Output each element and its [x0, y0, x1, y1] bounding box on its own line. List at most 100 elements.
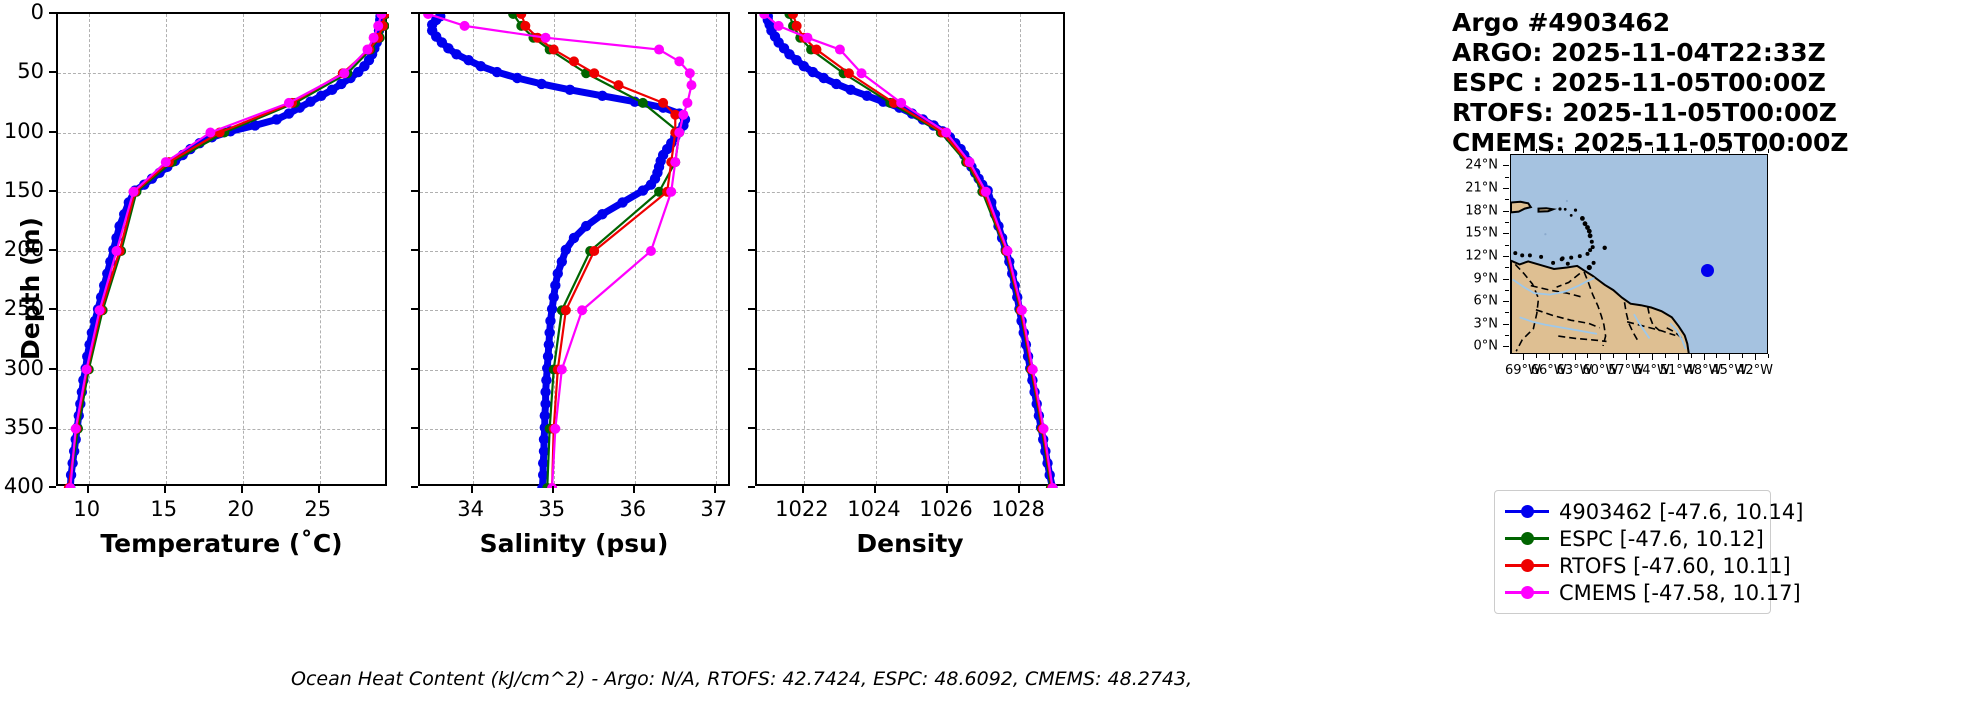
y-tick-mark [411, 249, 418, 251]
map-lon-minor-tick [1768, 354, 1769, 358]
gridline-horizontal [757, 428, 1063, 430]
series-layer [759, 14, 1058, 488]
ocean-heat-content-caption: Ocean Heat Content (kJ/cm^2) - Argo: N/A… [291, 668, 1193, 690]
gridline-vertical [875, 14, 877, 484]
legend-swatch-icon [1505, 504, 1549, 520]
legend-swatch-icon [1505, 558, 1549, 574]
map-lat-minor-tick [1505, 267, 1509, 269]
gridline-horizontal [420, 310, 728, 312]
x-tick-label: 1026 [919, 497, 973, 521]
map-lon-label: 48°W [1685, 363, 1722, 378]
map-lat-label: 0°N [1473, 338, 1499, 354]
gridline-vertical [803, 14, 805, 484]
map-lat-tick [1503, 301, 1509, 303]
timestamp-line: CMEMS: 2025-11-05T00:00Z [1452, 128, 1849, 157]
map-lon-tick [1522, 354, 1524, 360]
legend-item[interactable]: ESPC [-47.6, 10.12] [1505, 525, 1764, 552]
gridline-horizontal [420, 132, 728, 134]
map-lon-tick [1548, 354, 1550, 360]
gridline-vertical [553, 14, 555, 484]
legend-item[interactable]: RTOFS [-47.60, 10.11] [1505, 552, 1791, 579]
gridline-horizontal [757, 369, 1063, 371]
map-lon-tick-top [1626, 147, 1628, 153]
y-tick-label: 100 [3, 118, 44, 143]
gridline-horizontal [757, 191, 1063, 193]
map-lat-tick [1503, 255, 1509, 257]
gridline-horizontal [757, 73, 1063, 75]
map-lon-label: 66°W [1530, 363, 1567, 378]
y-tick-mark [411, 486, 418, 488]
y-tick-label: 250 [3, 296, 44, 321]
gridline-vertical [88, 14, 90, 484]
map-lon-tick [1626, 354, 1628, 360]
y-tick-mark [411, 308, 418, 311]
x-tick-label: 1024 [847, 497, 901, 521]
y-tick-mark [748, 308, 755, 311]
map-lon-label: 63°W [1556, 363, 1593, 378]
map-lon-tick [1600, 354, 1602, 360]
map-lon-tick [1677, 354, 1679, 360]
map-lon-label: 51°W [1659, 363, 1696, 378]
float-metadata-header: Argo #4903462 ARGO: 2025-11-04T22:33Z ESPC… [1452, 8, 1849, 158]
map-lon-label: 69°W [1504, 363, 1541, 378]
x-tick-mark [317, 486, 320, 493]
map-lat-label: 6°N [1473, 293, 1499, 309]
map-lon-minor-tick-top [1535, 149, 1537, 153]
map-lat-minor-tick [1505, 221, 1509, 223]
legend-item[interactable]: CMEMS [-47.58, 10.17] [1505, 579, 1801, 606]
chart-panel-temperature [56, 12, 389, 488]
gridline-horizontal [420, 191, 728, 193]
gridline-horizontal [420, 251, 728, 252]
x-tick-mark [1018, 486, 1021, 493]
gridline-horizontal [420, 73, 728, 75]
y-tick-mark [49, 189, 56, 192]
gridline-horizontal [58, 428, 385, 430]
map-lon-label: 54°W [1633, 363, 1670, 378]
chart-panel-density [755, 12, 1065, 488]
x-tick-label: 35 [538, 497, 566, 521]
legend-swatch-icon [1505, 585, 1549, 601]
y-tick-mark [49, 12, 56, 14]
legend-item[interactable]: 4903462 [-47.6, 10.14] [1505, 498, 1803, 525]
float-position-marker[interactable] [1701, 264, 1715, 278]
map-lat-label: 12°N [1465, 248, 1498, 264]
timestamp-line: ARGO: 2025-11-04T22:33Z [1452, 38, 1826, 67]
map-lat-minor-tick [1505, 176, 1509, 178]
map-lon-minor-tick [1587, 354, 1589, 358]
y-tick-mark [49, 249, 56, 251]
x-tick-label: 25 [304, 497, 332, 521]
map-lon-minor-tick [1716, 354, 1718, 358]
series-layer [63, 14, 389, 488]
map-lon-minor-tick-top [1716, 149, 1718, 153]
timestamp-line: RTOFS: 2025-11-05T00:00Z [1452, 98, 1837, 127]
location-map[interactable]: 24°N 21°N 18°N 15°N 12°N 9°N 6°N 3°N 0°N 69°W 66°W… [1465, 147, 1773, 378]
x-tick-mark [713, 486, 716, 493]
chart-panel-salinity [418, 12, 730, 488]
series-cmems [65, 14, 387, 488]
x-tick-mark [873, 486, 876, 493]
series-layer [423, 14, 697, 488]
map-lat-label: 3°N [1473, 316, 1499, 332]
map-lat-minor-tick [1505, 312, 1509, 314]
gridline-vertical [472, 14, 474, 484]
gridline-horizontal [420, 428, 728, 430]
y-tick-mark [748, 189, 755, 192]
x-tick-label: 34 [457, 497, 485, 521]
y-tick-mark [49, 486, 56, 488]
y-tick-label: 0 [30, 0, 44, 24]
gridline-horizontal [757, 251, 1063, 252]
series-espc [784, 14, 1056, 488]
y-tick-mark [49, 130, 56, 133]
map-lon-tick-top [1703, 147, 1705, 153]
coastline-layer [1511, 199, 1690, 353]
map-lon-minor-tick [1742, 354, 1744, 358]
map-lon-label: 45°W [1711, 363, 1748, 378]
y-axis-label: Depth (m) [16, 217, 45, 360]
x-tick-label: 1028 [991, 497, 1045, 521]
map-lat-tick [1503, 323, 1509, 325]
map-lon-minor-tick-top [1587, 149, 1589, 153]
gridline-horizontal [58, 369, 385, 371]
map-lon-tick [1729, 354, 1731, 360]
map-lat-label: 9°N [1473, 271, 1499, 287]
